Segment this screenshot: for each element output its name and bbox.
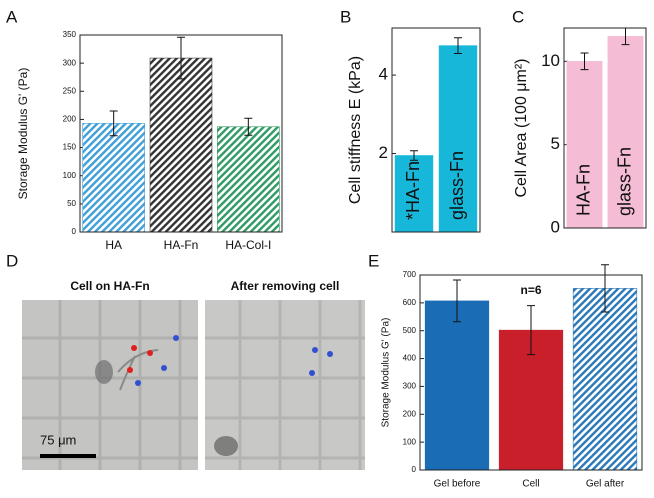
- x-tick-label: Gel before: [434, 479, 481, 490]
- y-tick-label: 10: [541, 51, 560, 70]
- x-tick-label: glass-Fn: [614, 147, 634, 216]
- bar: [82, 123, 145, 233]
- x-tick-label: HA-Col-I: [225, 238, 271, 252]
- y-tick-label: 600: [403, 298, 417, 307]
- y-tick-label: 300: [63, 58, 77, 67]
- y-tick-label: 250: [63, 86, 77, 95]
- error-bar: [454, 37, 462, 54]
- category: HA-Fn: [403, 161, 423, 213]
- plot-frame: [419, 274, 643, 471]
- y-axis-label: Storage Modulus G' (Pa): [16, 68, 30, 200]
- y-tick-label: 0: [72, 227, 77, 236]
- y-tick-label: 500: [403, 326, 417, 335]
- bar: [424, 300, 490, 471]
- error-bar: [580, 52, 589, 71]
- y-tick-label: 400: [403, 354, 417, 363]
- y-tick-label: 50: [67, 199, 76, 208]
- error-bar: [410, 150, 418, 161]
- x-tick-label: Cell: [522, 479, 539, 490]
- x-tick-label: glass-Fn: [447, 151, 467, 220]
- plot-frame: [79, 34, 283, 233]
- plot-frame: [563, 27, 647, 229]
- bar: [607, 36, 644, 229]
- error-bar: [244, 117, 253, 136]
- y-tick-label: 300: [403, 382, 417, 391]
- annotation: *: [403, 213, 423, 220]
- y-tick-label: 200: [63, 115, 77, 124]
- panel-label: D: [6, 251, 18, 270]
- y-tick-label: 350: [63, 30, 77, 39]
- bar: [394, 155, 434, 233]
- y-axis-label: Cell stiffness E (kPa): [347, 56, 364, 204]
- y-tick-label: 0: [412, 465, 417, 474]
- category: glass-Fn: [447, 151, 467, 220]
- panel-label: C: [512, 7, 524, 26]
- y-tick-label: 100: [403, 437, 417, 446]
- error-bar: [601, 264, 609, 313]
- x-tick-label: HA-Fn: [164, 238, 199, 252]
- y-tick-label: 2: [379, 143, 388, 162]
- panel-label: E: [368, 251, 379, 270]
- error-bar: [177, 36, 185, 80]
- category: glass-Fn: [614, 147, 634, 216]
- x-tick-label: HA-Fn: [573, 164, 593, 216]
- bar: [572, 288, 638, 471]
- y-tick-label: 150: [63, 143, 77, 152]
- y-tick-label: 200: [403, 409, 417, 418]
- plot-frame: [391, 27, 481, 233]
- micrograph: 75 μm: [22, 300, 198, 470]
- error-bar: [527, 305, 535, 356]
- y-tick-label: 4: [379, 65, 388, 84]
- y-axis-label: Cell Area (100 μm²): [513, 58, 530, 197]
- bar: [149, 57, 213, 233]
- micrograph: [205, 300, 365, 470]
- y-tick-label: 5: [551, 134, 560, 153]
- x-tick-label: Gel after: [586, 479, 625, 490]
- y-axis-label: Storage Modulus G' (Pa): [381, 318, 392, 428]
- y-tick-label: 100: [63, 171, 77, 180]
- x-tick-label: HA: [105, 238, 122, 252]
- error-bar: [453, 279, 461, 323]
- scale-bar-label: 75 μm: [40, 432, 76, 447]
- panel-label: B: [340, 7, 351, 26]
- bar: [217, 126, 280, 233]
- image-title: Cell on HA-Fn: [70, 279, 149, 293]
- image-title: After removing cell: [231, 279, 340, 293]
- y-tick-label: 700: [403, 270, 417, 279]
- panel-label: A: [6, 7, 18, 26]
- category: HA-Fn: [573, 164, 593, 216]
- error-bar: [109, 110, 118, 137]
- y-tick-label: 0: [551, 217, 560, 236]
- x-tick-label: *HA-Fn: [403, 161, 423, 220]
- annotation: n=6: [520, 283, 541, 297]
